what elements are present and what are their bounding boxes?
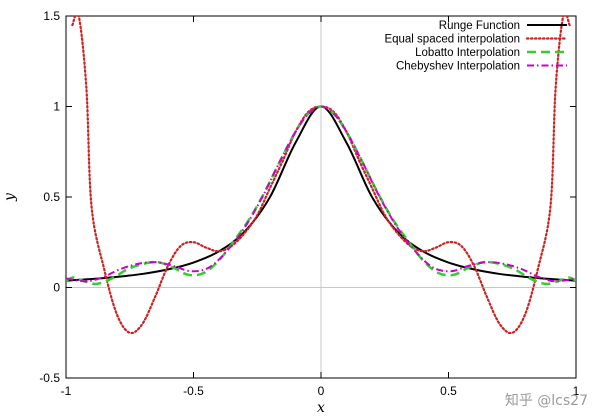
x-tick-label: 0.5	[440, 384, 457, 398]
y-tick-label: 0.5	[43, 190, 60, 204]
y-axis-label: y	[2, 192, 18, 202]
x-axis-label: x	[317, 400, 325, 416]
axis-ticks: -1 -0.5 0 0.5 1-0.500.511.5	[39, 9, 579, 398]
y-tick-label: 1.5	[43, 9, 60, 23]
x-tick-label: -1	[61, 384, 72, 398]
series-line-chebyshev-interpolation	[66, 105, 576, 283]
legend-label: Equal spaced interpolation	[384, 34, 520, 46]
y-tick-label: -0.5	[39, 371, 60, 385]
x-tick-label: -0.5	[183, 384, 204, 398]
series-group	[66, 16, 576, 335]
legend: Runge Function Equal spaced interpolation…	[384, 20, 569, 73]
legend-label: Chebyshev Interpolation	[396, 61, 520, 73]
x-tick-label: 0	[318, 384, 325, 398]
y-tick-label: 1	[53, 100, 60, 114]
x-tick-label: 1	[573, 384, 580, 398]
chart-grid	[66, 16, 576, 378]
y-tick-label: 0	[53, 281, 60, 295]
watermark-text: 知乎 @lcs27	[505, 392, 588, 409]
series-line-lobatto-interpolation	[66, 105, 576, 286]
legend-label: Runge Function	[439, 20, 520, 32]
legend-label: Lobatto Interpolation	[415, 47, 520, 59]
